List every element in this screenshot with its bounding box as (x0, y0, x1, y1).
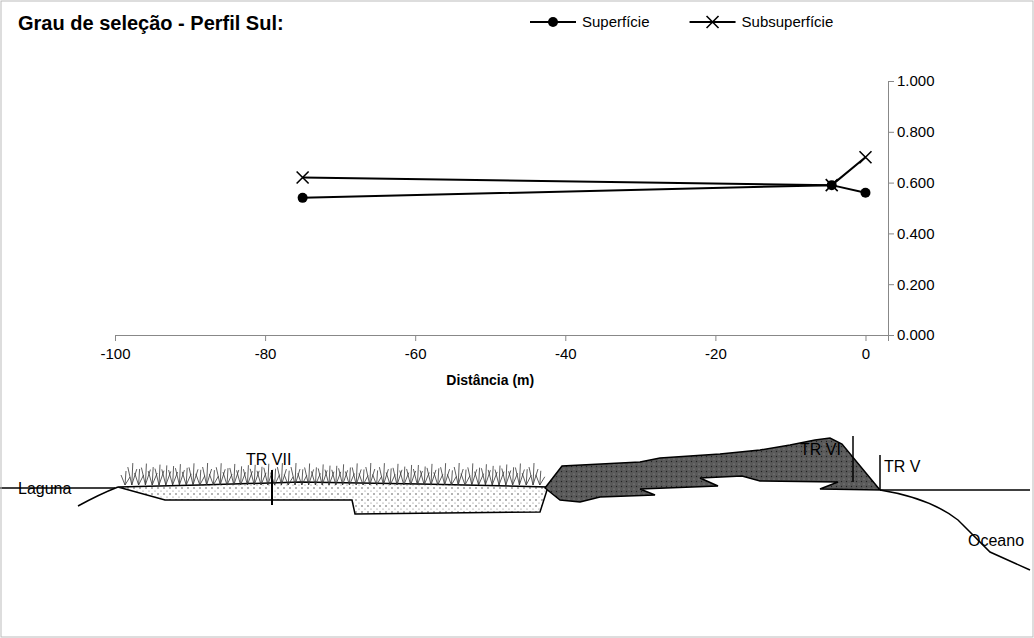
data-point (826, 179, 838, 191)
x-axis-line (116, 336, 889, 342)
x-tick-label: -80 (255, 345, 277, 362)
y-tick: 1.000 (888, 72, 935, 89)
series-line (303, 185, 866, 198)
annotation: Laguna (18, 480, 71, 497)
y-tick-label: 0.400 (897, 225, 935, 242)
series-line (303, 157, 866, 185)
y-tick-label: 1.000 (897, 72, 935, 89)
lagoon-bank (78, 487, 118, 506)
grass (121, 463, 545, 485)
x-tick-mark (115, 335, 116, 341)
y-axis: 0.000 0.200 0.400 0.600 0.800 1.000 (888, 72, 935, 343)
legend-label: Superfície (582, 13, 650, 30)
y-tick-label: 0.600 (897, 174, 935, 191)
data-point (859, 151, 871, 163)
y-tick-label: 0.800 (897, 123, 935, 140)
y-tick-mark (888, 132, 894, 133)
x-axis: -100 -80 -60 -40 -20 0 (100, 335, 888, 362)
x-tick-label: -20 (705, 345, 727, 362)
ocean-line (880, 489, 1030, 491)
dune-body (545, 438, 880, 502)
annotation: TR V (884, 458, 921, 475)
x-tick: 0 (862, 335, 870, 362)
tr-line (852, 436, 854, 482)
y-tick-mark (888, 81, 894, 82)
legend: Superfície Subsuperfície (530, 13, 833, 30)
x-tick: -60 (405, 335, 427, 362)
x-tick: -20 (705, 335, 727, 362)
tr-line (271, 470, 273, 505)
legend-label: Subsuperfície (742, 13, 834, 30)
sand-body (118, 482, 548, 514)
y-tick-label: 0.200 (897, 276, 935, 293)
profile-diagram (0, 436, 1030, 570)
x-tick: -80 (255, 335, 277, 362)
annotation: TR VI (800, 441, 841, 458)
annotation: TR VII (246, 451, 291, 468)
y-tick: 0.400 (888, 225, 935, 242)
y-tick-mark (888, 183, 894, 184)
y-tick-mark (888, 284, 894, 285)
x-tick-mark (565, 335, 566, 341)
plot-area (297, 151, 872, 203)
x-tick-mark (865, 335, 866, 341)
y-tick: 0.800 (888, 123, 935, 140)
sea-floor (880, 490, 1030, 570)
y-tick-mark (888, 233, 894, 234)
x-tick-mark (715, 335, 716, 341)
y-axis-line (889, 82, 895, 336)
tr-line (879, 455, 881, 490)
frame (1, 1, 1033, 637)
title: Grau de seleção - Perfil Sul: (18, 12, 284, 34)
y-tick: 0.000 (888, 326, 935, 343)
legend-marker (707, 16, 719, 28)
y-tick-mark (888, 335, 894, 336)
x-tick-mark (415, 335, 416, 341)
y-tick-label: 0.000 (897, 326, 935, 343)
y-tick: 0.200 (888, 276, 935, 293)
x-axis-title: Distância (m) (446, 372, 534, 388)
annotation: Oceano (968, 532, 1024, 549)
x-tick: -40 (555, 335, 577, 362)
data-point (298, 193, 308, 203)
chart: Grau de seleção - Perfil Sul:-100-80-60-… (0, 0, 1034, 638)
legend-marker (548, 17, 558, 27)
x-tick-label: -40 (555, 345, 577, 362)
x-tick-label: -60 (405, 345, 427, 362)
y-tick: 0.600 (888, 174, 935, 191)
x-tick-label: 0 (862, 345, 870, 362)
data-point (297, 172, 309, 184)
x-tick-label: -100 (100, 345, 130, 362)
data-point (860, 188, 870, 198)
x-tick-mark (265, 335, 266, 341)
x-tick: -100 (100, 335, 130, 362)
